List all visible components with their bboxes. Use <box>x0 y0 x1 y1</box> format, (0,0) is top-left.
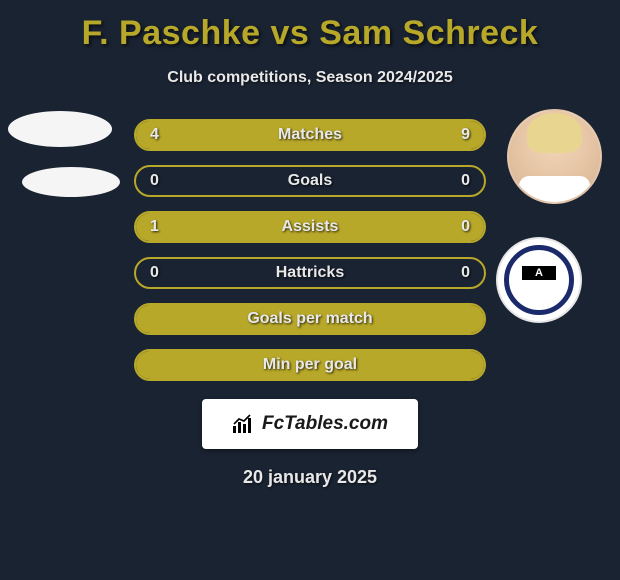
stat-row: Assists1 0 <box>134 211 486 243</box>
brand-text: FcTables.com <box>262 413 388 435</box>
stat-value-right: 0 <box>461 213 470 241</box>
stat-label: Goals per match <box>136 305 484 333</box>
stat-value-left: 0 <box>150 167 159 195</box>
subtitle: Club competitions, Season 2024/2025 <box>167 69 452 87</box>
player-left-avatar <box>8 111 112 147</box>
date-label: 20 january 2025 <box>243 467 377 488</box>
stat-label: Goals <box>136 167 484 195</box>
stat-label: Hattricks <box>136 259 484 287</box>
crest-flag <box>522 266 556 294</box>
brand-icon <box>232 414 256 434</box>
club-right-logo <box>496 237 582 323</box>
stat-value-right: 0 <box>461 167 470 195</box>
stat-value-right: 9 <box>461 121 470 149</box>
stat-row: Matches4 9 <box>134 119 486 151</box>
crest-ring <box>504 245 574 315</box>
stat-value-left: 0 <box>150 259 159 287</box>
club-left-logo <box>22 167 120 197</box>
stat-row: Min per goal <box>134 349 486 381</box>
stat-row: Goals per match <box>134 303 486 335</box>
brand-badge: FcTables.com <box>202 399 418 449</box>
stat-row: Goals0 0 <box>134 165 486 197</box>
page-title: F. Paschke vs Sam Schreck <box>82 14 539 53</box>
stat-value-left: 4 <box>150 121 159 149</box>
stats-area: Matches49Goals00Assists10Hattricks00Goal… <box>0 119 620 381</box>
stat-label: Assists <box>136 213 484 241</box>
stat-label: Min per goal <box>136 351 484 379</box>
player-right-avatar <box>507 109 602 204</box>
comparison-card: F. Paschke vs Sam Schreck Club competiti… <box>0 0 620 498</box>
stat-row: Hattricks0 0 <box>134 257 486 289</box>
stat-value-left: 1 <box>150 213 159 241</box>
stat-bars: Matches49Goals00Assists10Hattricks00Goal… <box>134 119 486 381</box>
stat-value-right: 0 <box>461 259 470 287</box>
stat-label: Matches <box>136 121 484 149</box>
